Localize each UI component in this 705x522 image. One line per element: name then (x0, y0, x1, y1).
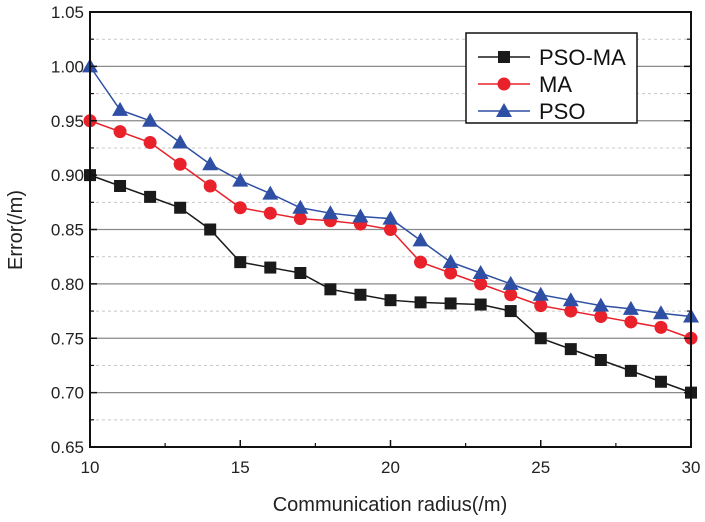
data-point (354, 288, 367, 301)
x-tick-label: 25 (531, 458, 550, 477)
data-point (534, 332, 547, 345)
data-point (173, 157, 187, 171)
data-point (293, 212, 307, 226)
legend-label: MA (539, 72, 572, 97)
data-point (504, 305, 517, 318)
data-point (142, 112, 159, 127)
data-point (233, 201, 247, 215)
x-tick-label: 10 (81, 458, 100, 477)
x-tick-label: 20 (381, 458, 400, 477)
data-point (263, 206, 277, 220)
legend-label: PSO (539, 99, 585, 124)
x-tick-label: 30 (682, 458, 701, 477)
y-tick-label: 1.05 (51, 3, 84, 22)
data-point (384, 294, 397, 307)
data-point (472, 265, 489, 279)
y-tick-label: 0.90 (51, 166, 84, 185)
data-point (592, 297, 609, 312)
data-point (414, 296, 427, 309)
data-point (234, 256, 247, 269)
data-point (444, 297, 457, 310)
data-point (114, 180, 127, 192)
data-point (382, 210, 399, 225)
x-tick-label: 15 (231, 458, 250, 477)
data-point (474, 298, 487, 311)
legend-marker (498, 51, 510, 63)
y-tick-label: 0.65 (51, 438, 84, 457)
data-point (294, 267, 307, 279)
data-point (322, 205, 339, 220)
data-point (504, 288, 518, 302)
data-point (654, 320, 668, 334)
data-point (172, 134, 189, 149)
data-point (384, 223, 397, 236)
data-point (412, 232, 429, 247)
data-point (202, 156, 219, 171)
y-axis-label: Error(/m) (5, 190, 27, 270)
y-tick-label: 0.85 (51, 221, 84, 240)
y-tick-label: 1.00 (51, 57, 84, 76)
data-point (444, 266, 458, 280)
data-point (532, 286, 549, 301)
series-pso (82, 58, 699, 323)
data-point (624, 315, 638, 329)
data-point (594, 354, 607, 366)
data-point (292, 199, 309, 214)
data-point (203, 179, 217, 193)
data-point (112, 101, 129, 116)
y-tick-label: 0.70 (51, 384, 84, 403)
series-group (82, 58, 699, 399)
y-tick-label: 0.95 (51, 112, 84, 131)
data-point (654, 375, 667, 388)
data-point (143, 136, 157, 149)
data-point (352, 208, 369, 223)
data-point (262, 185, 279, 200)
data-point (414, 255, 428, 269)
data-point (144, 190, 157, 203)
data-point (204, 223, 217, 236)
y-tick-label: 0.75 (51, 329, 84, 348)
series-ma (83, 114, 698, 345)
data-point (594, 310, 608, 323)
data-point (264, 261, 277, 274)
ticks: 0.65 0.70 0.75 0.80 0.85 0.90 0.95 1.00 1.05 10 15… (51, 3, 701, 477)
data-point (624, 364, 637, 377)
data-point (564, 304, 578, 318)
x-axis-label: Communication radius(/m) (273, 494, 508, 516)
legend-box (465, 32, 638, 124)
data-point (474, 277, 488, 291)
y-tick-label: 0.80 (51, 275, 84, 294)
data-point (232, 172, 249, 187)
data-point (502, 275, 519, 290)
data-point (562, 292, 579, 307)
data-point (174, 201, 187, 214)
legend-marker (496, 103, 512, 117)
data-point (113, 125, 127, 139)
data-point (442, 254, 459, 269)
data-point (534, 299, 548, 313)
data-point (622, 300, 639, 315)
legend-marker (497, 77, 511, 91)
data-point (324, 283, 337, 296)
data-point (652, 305, 669, 320)
data-point (564, 343, 577, 356)
legend-label: PSO-MA (539, 45, 626, 70)
